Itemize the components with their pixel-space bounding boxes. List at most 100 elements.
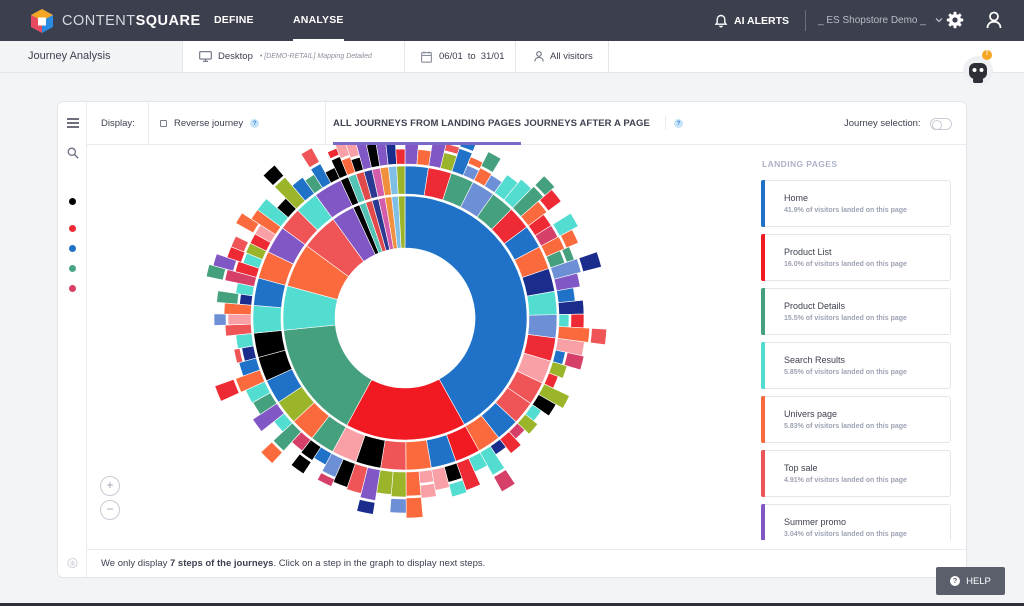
left-rail — [58, 102, 87, 577]
sunburst-ring-4-segment[interactable] — [444, 145, 460, 155]
sunburst-ring-4-segment[interactable] — [230, 235, 249, 253]
landing-page-share: 5.85% of visitors landed on this page — [784, 369, 907, 376]
landing-page-name: Univers page — [784, 409, 838, 419]
journey-selection-toggle[interactable] — [930, 118, 952, 130]
landing-page-share: 3.04% of visitors landed on this page — [784, 531, 907, 538]
sunburst-ring-4-segment[interactable] — [590, 328, 608, 346]
sunburst-ring-3-segment[interactable] — [404, 145, 419, 165]
legend-dot[interactable] — [69, 245, 76, 252]
landing-page-name: Summer promo — [784, 517, 847, 527]
sunburst-ring-3-segment[interactable] — [227, 313, 252, 326]
sunburst-ring-4-segment[interactable] — [290, 453, 312, 475]
sunburst-ring-4-segment[interactable] — [260, 441, 283, 464]
landing-page-item[interactable]: Home 41.9% of visitors landed on this pag… — [761, 180, 951, 227]
sunburst-ring-4-segment[interactable] — [493, 469, 516, 493]
robot-icon — [963, 50, 993, 86]
sunburst-ring-3-segment[interactable] — [241, 345, 257, 362]
sunburst-ring-4-segment[interactable] — [459, 145, 478, 152]
sunburst-ring-3-segment[interactable] — [558, 314, 570, 328]
sunburst-ring-4-segment[interactable] — [300, 147, 320, 169]
landing-page-name: Search Results — [784, 355, 846, 365]
landing-page-item[interactable]: Product List 16.0% of visitors landed on … — [761, 234, 951, 281]
sunburst-ring-4-segment[interactable] — [578, 251, 602, 273]
nav-define[interactable]: DEFINE — [214, 14, 254, 26]
zoom-in-button[interactable]: + — [100, 476, 120, 496]
window-bottom-edge — [0, 603, 1024, 606]
legend-dot[interactable] — [69, 265, 76, 272]
ai-alerts-label: AI ALERTS — [734, 14, 790, 27]
sunburst-ring-4-segment[interactable] — [213, 313, 227, 326]
search-icon[interactable] — [67, 147, 79, 159]
sunburst-ring-3-segment[interactable] — [556, 287, 576, 304]
hamburger-menu-icon[interactable] — [67, 118, 79, 128]
divider — [665, 116, 666, 130]
landing-page-item[interactable]: Univers page 5.83% of visitors landed on … — [761, 396, 951, 443]
sunburst-ring-3-segment[interactable] — [418, 469, 435, 484]
sunburst-ring-4-segment[interactable] — [214, 378, 240, 402]
sunburst-ring-3-segment[interactable] — [557, 299, 585, 315]
ai-alerts-button[interactable]: AI ALERTS — [714, 0, 789, 41]
question-circle-icon: ? — [950, 576, 961, 586]
checkbox-box[interactable] — [160, 120, 167, 127]
sunburst-ring-4-segment[interactable] — [539, 189, 562, 212]
help-icon[interactable]: ? — [250, 119, 260, 128]
sunburst-ring-4-segment[interactable] — [356, 499, 376, 515]
legend-dot[interactable] — [69, 285, 76, 292]
sunburst-ring-4-segment[interactable] — [216, 290, 240, 305]
landing-page-item[interactable]: Summer promo 3.04% of visitors landed on … — [761, 504, 951, 540]
sunburst-ring-4-segment[interactable] — [316, 472, 335, 487]
sunburst-ring-4-segment[interactable] — [419, 483, 437, 499]
legend-dot[interactable] — [69, 225, 76, 232]
landing-page-name: Product List — [784, 247, 832, 257]
landing-page-item[interactable]: Top sale 4.91% of visitors landed on this… — [761, 450, 951, 497]
sunburst-ring-2-segment[interactable] — [252, 305, 282, 334]
sunburst-ring-4-segment[interactable] — [233, 348, 244, 364]
tab-all-journeys-from-landing-pages[interactable]: ALL JOURNEYS FROM LANDING PAGES — [333, 102, 522, 145]
sunburst-ring-2-segment[interactable] — [405, 439, 432, 471]
steps-info-footer: We only display 7 steps of the journeys.… — [87, 549, 966, 577]
date-range-picker[interactable]: 06/01 to 31/01 — [405, 41, 516, 72]
landing-page-item[interactable]: Product Details 15.5% of visitors landed … — [761, 288, 951, 335]
sunburst-ring-4-segment[interactable] — [262, 164, 285, 186]
sunburst-ring-4-segment[interactable] — [480, 151, 502, 173]
reverse-journey-checkbox[interactable]: Reverse journey ? — [160, 102, 260, 145]
footer-text-after: . Click on a step in the graph to displa… — [273, 558, 486, 569]
sunburst-ring-3-segment[interactable] — [235, 333, 254, 350]
help-icon[interactable]: ? — [674, 119, 683, 128]
journey-sunburst-chart[interactable] — [87, 145, 767, 549]
zoom-out-button[interactable]: − — [100, 500, 120, 520]
help-label: HELP — [966, 575, 991, 587]
sunburst-ring-1-segment[interactable] — [404, 195, 528, 425]
sunburst-ring-2-segment[interactable] — [396, 165, 406, 195]
gear-icon[interactable] — [946, 11, 964, 29]
legend-dot[interactable] — [69, 198, 76, 205]
sunburst-ring-4-segment[interactable] — [405, 496, 424, 519]
landing-page-color-bar — [761, 288, 765, 335]
sunburst-ring-1-segment[interactable] — [398, 195, 406, 249]
help-button[interactable]: ? HELP — [936, 567, 1005, 595]
sunburst-ring-3-segment[interactable] — [395, 148, 406, 165]
divider — [805, 10, 806, 31]
person-icon — [534, 51, 544, 62]
sunburst-ring-3-segment[interactable] — [405, 471, 422, 497]
visitor-segment-filter[interactable]: All visitors — [516, 41, 609, 72]
sunburst-ring-4-segment[interactable] — [570, 313, 585, 329]
tab-journeys-after-a-page[interactable]: JOURNEYS AFTER A PAGE — [524, 118, 650, 129]
sunburst-center — [337, 250, 473, 386]
nav-analyse[interactable]: ANALYSE — [293, 0, 344, 41]
landing-page-color-bar — [761, 342, 765, 389]
device-label: Desktop — [218, 51, 253, 62]
landing-page-share: 4.91% of visitors landed on this page — [784, 477, 907, 484]
user-icon[interactable] — [986, 11, 1002, 29]
assistant-robot[interactable]: ! — [962, 50, 994, 86]
sunburst-ring-2-segment[interactable] — [527, 314, 558, 339]
landing-page-name: Home — [784, 193, 809, 203]
sunburst-ring-4-segment[interactable] — [389, 498, 407, 514]
device-segment-filter[interactable]: Desktop • [DEMO-RETAIL] Mapping Detailed — [183, 41, 405, 72]
project-selector[interactable]: _ ES Shopstore Demo _ — [818, 0, 943, 41]
contentsquare-logo[interactable]: CONTENTSQUARE — [30, 8, 201, 34]
sunburst-ring-3-segment[interactable] — [390, 471, 407, 498]
brand-name: CONTENTSQUARE — [62, 13, 201, 29]
sunburst-ring-4-segment[interactable] — [552, 212, 579, 237]
landing-page-item[interactable]: Search Results 5.85% of visitors landed o… — [761, 342, 951, 389]
